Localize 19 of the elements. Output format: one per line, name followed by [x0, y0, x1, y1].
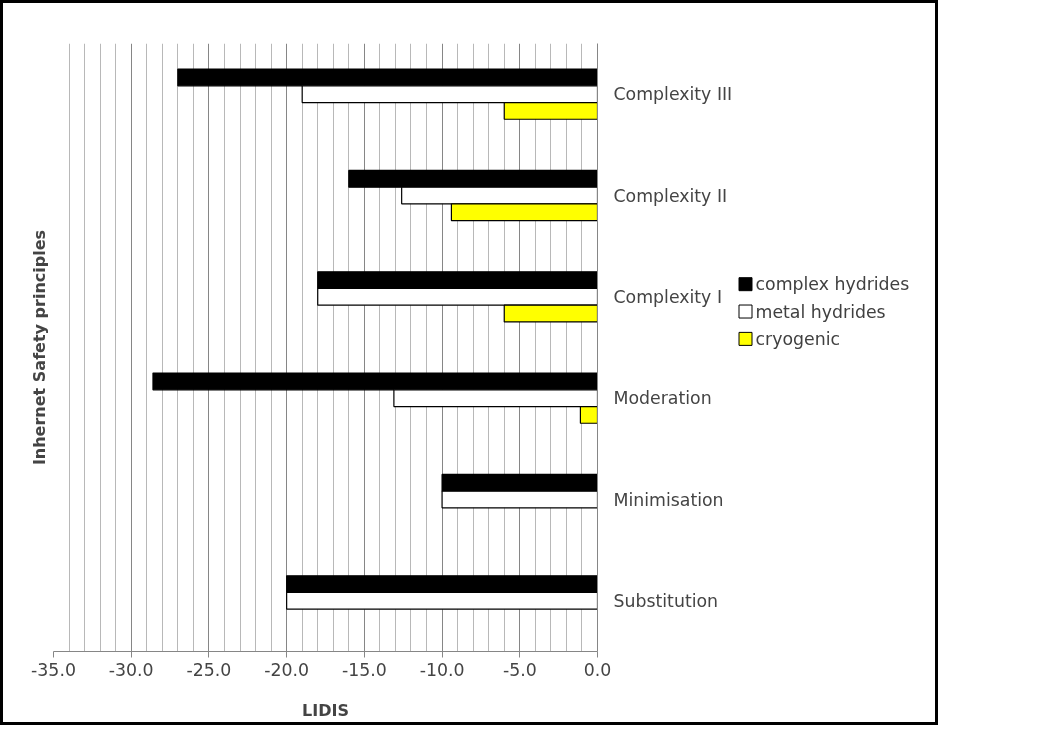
y-tick-label: Moderation [613, 388, 712, 409]
y-tick-label: Complexity II [613, 185, 728, 206]
x-tick-label: -10.0 [419, 659, 465, 680]
legend-label: metal hydrides [755, 301, 886, 322]
x-axis-title: LIDIS [302, 700, 349, 720]
x-tick-label: -15.0 [341, 659, 387, 680]
y-tick-label: Complexity III [613, 84, 733, 105]
x-tick-label: -30.0 [108, 659, 154, 680]
x-tick-label: 0.0 [583, 659, 612, 680]
legend-label: complex hydrides [755, 274, 910, 295]
y-tick-label: Complexity I [613, 286, 722, 307]
y-tick-label: Substitution [613, 590, 719, 611]
y-axis-title: Inhernet Safety principles [29, 229, 49, 466]
legend-label: cryogenic [755, 328, 840, 349]
y-tick-label: Minimisation [613, 489, 724, 510]
x-tick-label: -25.0 [186, 659, 232, 680]
x-tick-label: -20.0 [264, 659, 310, 680]
x-tick-label: -5.0 [502, 659, 537, 680]
x-tick-label: -35.0 [31, 659, 76, 680]
